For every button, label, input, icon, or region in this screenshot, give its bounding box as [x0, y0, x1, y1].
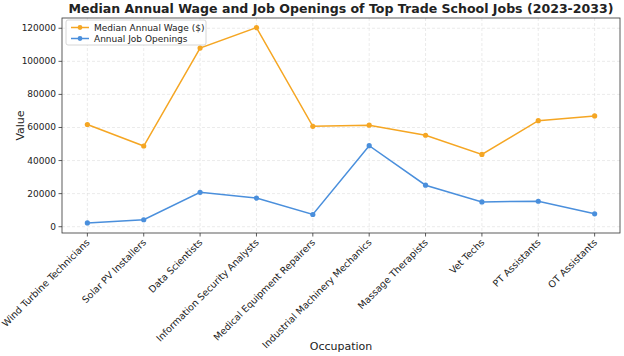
series-point [141, 143, 146, 148]
y-tick-label: 80000 [27, 89, 56, 99]
x-tick [143, 233, 144, 237]
x-tick [87, 233, 88, 237]
grid-line-x [256, 18, 257, 233]
y-tick [59, 226, 63, 227]
y-axis: 0 20000 40000 60000 80000 100000 120000 [22, 23, 62, 231]
x-tick-label: Data Scientists [146, 237, 204, 295]
grid-line-x [425, 18, 426, 233]
series-line [87, 146, 594, 223]
x-tick-label: Vet Techs [447, 237, 486, 276]
y-tick-label: 0 [50, 222, 56, 232]
grid-line-x [594, 18, 595, 233]
x-tick [481, 233, 482, 237]
y-tick-label: 120000 [22, 23, 57, 33]
chart-container: 0 20000 40000 60000 80000 100000 120000 Wind Tu… [0, 0, 624, 356]
y-tick-label: 60000 [27, 122, 56, 132]
series-point [254, 196, 259, 201]
y-tick [59, 94, 63, 95]
series-point [197, 190, 202, 195]
x-tick-label: Solar PV Installers [80, 237, 148, 305]
series-point [367, 143, 372, 148]
chart-title: Median Annual Wage and Job Openings of T… [69, 1, 614, 16]
grid-line-y [62, 226, 620, 227]
y-tick-label: 20000 [27, 189, 56, 199]
series-line [87, 28, 594, 155]
legend-marker [78, 25, 83, 30]
x-axis: Wind Turbine TechniciansSolar PV Install… [0, 233, 599, 350]
series-point [592, 211, 597, 216]
x-tick-label: Wind Turbine Technicians [0, 237, 92, 329]
y-tick [59, 28, 63, 29]
series-point [310, 212, 315, 217]
x-tick-label: Industrial Machinery Mechanics [260, 237, 374, 351]
y-tick [59, 193, 63, 194]
y-tick [59, 127, 63, 128]
legend-marker [78, 36, 83, 41]
grid-line-y [62, 160, 620, 161]
legend-box [66, 20, 206, 45]
x-axis-label: Occupation [310, 340, 373, 353]
x-tick-label: Information Security Analysts [154, 237, 261, 344]
x-tick [538, 233, 539, 237]
series-point [423, 133, 428, 138]
grid-line-x [143, 18, 144, 233]
legend: Median Annual Wage ($)Annual Job Opening… [66, 20, 206, 45]
y-axis-label: Value [14, 110, 27, 140]
y-tick-label: 100000 [22, 56, 57, 66]
grid-line-y [62, 127, 620, 128]
series-point [85, 122, 90, 127]
series-point [536, 199, 541, 204]
series-point [310, 124, 315, 129]
series-point [479, 152, 484, 157]
legend-label: Annual Job Openings [94, 34, 188, 44]
grid-line-y [62, 193, 620, 194]
x-tick [594, 233, 595, 237]
series-point [423, 183, 428, 188]
y-tick [59, 160, 63, 161]
series-point [479, 199, 484, 204]
y-tick-label: 40000 [27, 156, 56, 166]
series-point [254, 25, 259, 30]
grid-line-y [62, 61, 620, 62]
y-tick [59, 61, 63, 62]
series-point [536, 118, 541, 123]
x-tick [312, 233, 313, 237]
series-point [141, 217, 146, 222]
chart-svg: 0 20000 40000 60000 80000 100000 120000 Wind Tu… [0, 0, 624, 356]
x-tick-label: PT Assistants [491, 237, 543, 289]
series-point [85, 220, 90, 225]
x-tick-label: Massage Therapists [355, 237, 430, 312]
series [85, 143, 597, 225]
plot-area [85, 25, 597, 226]
plot-frame [62, 18, 620, 233]
grid-line-y [62, 94, 620, 95]
x-tick-label: OT Assistants [546, 237, 599, 290]
series-point [592, 113, 597, 118]
grid [62, 18, 620, 233]
series-point [197, 46, 202, 51]
x-tick [425, 233, 426, 237]
x-tick [200, 233, 201, 237]
series-point [367, 123, 372, 128]
x-tick [256, 233, 257, 237]
legend-label: Median Annual Wage ($) [94, 23, 204, 33]
x-tick-label: Medical Equipment Repairers [211, 237, 317, 343]
x-tick [369, 233, 370, 237]
